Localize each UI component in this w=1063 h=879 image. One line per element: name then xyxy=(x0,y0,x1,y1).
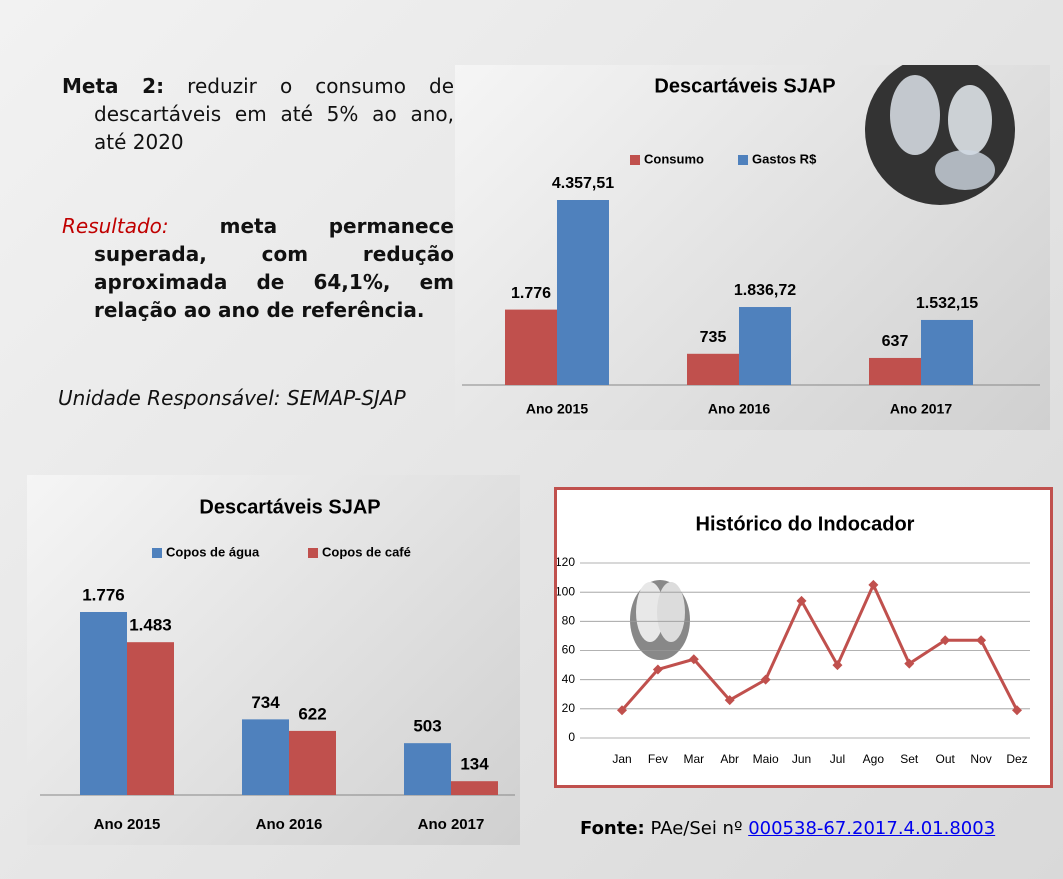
x-tick-label: Maio xyxy=(753,752,779,766)
chart-title: Histórico do Indocador xyxy=(696,513,915,535)
x-tick-label: Jul xyxy=(830,752,845,766)
x-tick-label: Dez xyxy=(1006,752,1027,766)
result-label: Resultado: xyxy=(62,214,169,238)
source-text: PAe/Sei nº xyxy=(651,818,743,839)
y-tick-label: 80 xyxy=(562,614,576,628)
x-tick-label: Ano 2017 xyxy=(418,816,485,833)
value-label: 134 xyxy=(460,755,489,774)
x-tick-label: Ano 2015 xyxy=(526,401,588,417)
bar xyxy=(242,719,289,795)
value-label: 637 xyxy=(882,333,909,350)
chart: Descartáveis SJAP Copos de água 1.776 734 50… xyxy=(27,475,520,845)
x-tick-label: Ano 2015 xyxy=(94,816,161,833)
source: Fonte: PAe/Sei nº 000538-67.2017.4.01.80… xyxy=(580,818,995,839)
x-tick-label: Set xyxy=(900,752,919,766)
x-tick-label: Out xyxy=(936,752,956,766)
y-tick-label: 40 xyxy=(562,672,576,686)
value-label: 4.357,51 xyxy=(552,175,614,192)
x-tick-label: Ano 2017 xyxy=(890,401,952,417)
x-tick-label: Mar xyxy=(683,752,704,766)
x-tick-label: Jan xyxy=(612,752,631,766)
x-tick-label: Jun xyxy=(792,752,811,766)
y-tick-label: 100 xyxy=(557,584,575,598)
bar xyxy=(687,354,739,385)
chart-title: Descartáveis SJAP xyxy=(199,496,380,518)
y-tick-label: 0 xyxy=(568,730,575,744)
legend-swatch xyxy=(308,548,318,558)
legend-label: Copos de água xyxy=(166,544,260,559)
bar xyxy=(127,642,174,795)
value-label: 1.776 xyxy=(511,285,551,302)
legend-label: Copos de café xyxy=(322,544,411,559)
goal-label: Meta 2: xyxy=(62,74,164,98)
value-label: 735 xyxy=(700,329,727,346)
x-tick-label: Abr xyxy=(720,752,739,766)
chart: Histórico do Indocador 0 20 40 60 80 100 120 Jan… xyxy=(557,490,1050,785)
value-label: 503 xyxy=(413,717,441,736)
unit: Unidade Responsável: SEMAP-SJAP xyxy=(58,384,418,412)
marker xyxy=(1012,705,1022,715)
goal: Meta 2: reduzir o consumo de descartávei… xyxy=(62,72,454,156)
source-label: Fonte: xyxy=(580,818,645,839)
chart: Descartáveis SJAP Consumo 1.776 735 637 Gasto… xyxy=(455,65,1050,430)
value-label: 1.532,15 xyxy=(916,295,978,312)
source-link[interactable]: 000538-67.2017.4.01.8003 xyxy=(748,818,995,839)
x-tick-label: Ano 2016 xyxy=(256,816,323,833)
bar xyxy=(869,358,921,385)
value-label: 622 xyxy=(298,704,326,723)
legend-swatch xyxy=(738,155,748,165)
legend-swatch xyxy=(152,548,162,558)
bar xyxy=(921,320,973,385)
value-label: 1.776 xyxy=(82,585,125,604)
y-tick-label: 120 xyxy=(557,555,575,569)
marker xyxy=(976,635,986,645)
y-tick-label: 20 xyxy=(562,701,576,715)
value-label: 734 xyxy=(251,693,280,712)
slide: Meta 2: reduzir o consumo de descartávei… xyxy=(0,0,1063,879)
x-tick-label: Ano 2016 xyxy=(708,401,770,417)
legend-swatch xyxy=(630,155,640,165)
bar xyxy=(451,781,498,795)
x-tick-label: Ago xyxy=(863,752,885,766)
bar xyxy=(505,310,557,385)
bar xyxy=(739,307,791,385)
bar xyxy=(80,612,127,795)
legend-label: Gastos R$ xyxy=(752,151,817,166)
result: Resultado: meta permanece superada, com … xyxy=(62,212,454,324)
marker xyxy=(868,580,878,590)
value-label: 1.836,72 xyxy=(734,282,796,299)
chart-title: Descartáveis SJAP xyxy=(654,75,835,97)
legend-label: Consumo xyxy=(644,151,704,166)
bar xyxy=(404,743,451,795)
bar xyxy=(289,731,336,795)
x-tick-label: Nov xyxy=(970,752,991,766)
y-tick-label: 60 xyxy=(562,643,576,657)
photo xyxy=(865,65,1015,205)
value-label: 1.483 xyxy=(129,616,172,635)
x-tick-label: Fev xyxy=(648,752,668,766)
bar xyxy=(557,200,609,385)
